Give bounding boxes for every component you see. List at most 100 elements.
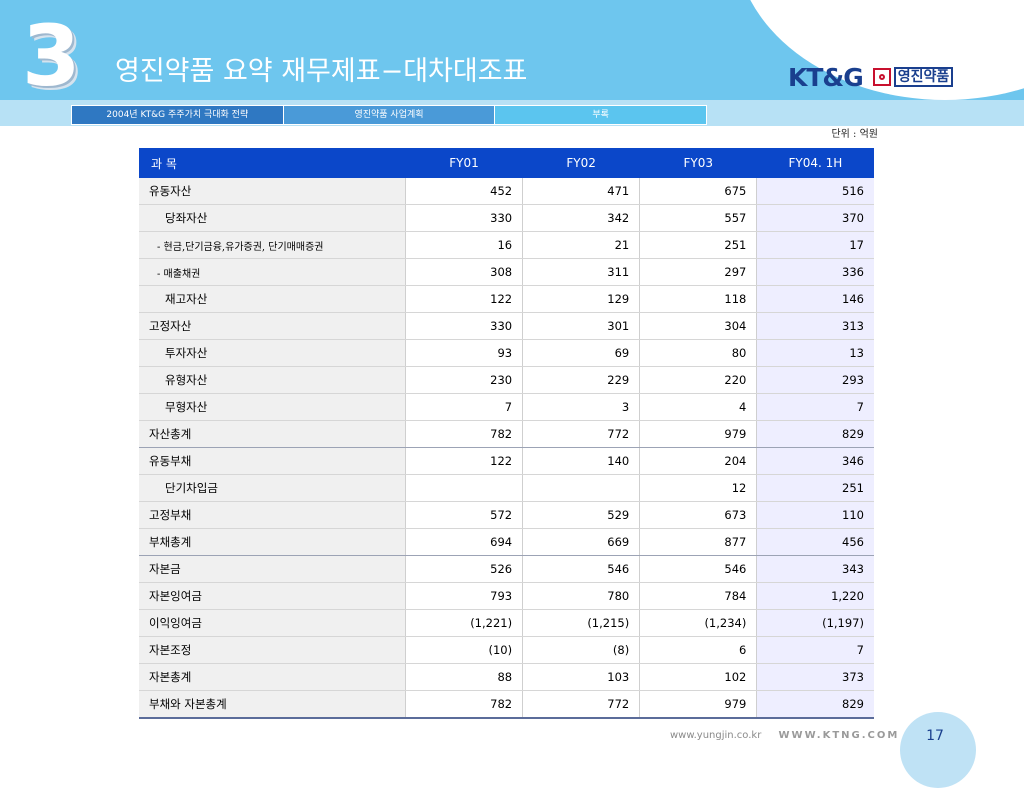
- table-row: 부채총계 694 669 877 456: [139, 528, 874, 556]
- value-cell: 572: [405, 501, 524, 529]
- tab-business-plan[interactable]: 영진약품 사업계획: [283, 106, 496, 124]
- row-label: 무형자산: [139, 393, 406, 421]
- value-cell: 516: [756, 178, 874, 205]
- value-cell: 979: [639, 690, 758, 719]
- row-label: 고정부채: [139, 501, 406, 529]
- value-cell: 4: [639, 393, 758, 421]
- header-fy04-1h: FY04. 1H: [756, 148, 874, 178]
- value-cell: 330: [405, 204, 524, 232]
- value-cell: 16: [405, 231, 524, 259]
- value-cell: 557: [639, 204, 758, 232]
- value-cell: 17: [756, 231, 874, 259]
- row-label: 투자자산: [139, 339, 406, 367]
- value-cell: 3: [522, 393, 641, 421]
- row-label: 유형자산: [139, 366, 406, 394]
- value-cell: 7: [756, 393, 874, 421]
- table-row: 유형자산 230 229 220 293: [139, 366, 874, 394]
- table-row: 무형자산 7 3 4 7: [139, 393, 874, 421]
- row-label: 단기차입금: [139, 474, 406, 502]
- table-row: 자본총계 88 103 102 373: [139, 663, 874, 691]
- value-cell: (1,215): [522, 609, 641, 637]
- value-cell: 370: [756, 204, 874, 232]
- slide-title: 영진약품 요약 재무제표−대차대조표: [115, 56, 528, 87]
- value-cell: 546: [522, 555, 641, 583]
- company-mark-icon: [872, 68, 891, 86]
- table-row: 자본잉여금 793 780 784 1,220: [139, 582, 874, 610]
- value-cell: 784: [639, 582, 758, 610]
- value-cell: 103: [522, 663, 641, 691]
- value-cell: 13: [756, 339, 874, 367]
- table-row: 자본조정 (10) (8) 6 7: [139, 636, 874, 664]
- value-cell: 675: [639, 178, 758, 205]
- value-cell: (8): [522, 636, 641, 664]
- header-fy01: FY01: [405, 148, 523, 178]
- section-number: 3: [22, 7, 81, 105]
- value-cell: 297: [639, 258, 758, 286]
- row-label: 고정자산: [139, 312, 406, 340]
- value-cell: 220: [639, 366, 758, 394]
- value-cell: 772: [522, 690, 641, 719]
- row-label: 자본조정: [139, 636, 406, 664]
- table-row: 투자자산 93 69 80 13: [139, 339, 874, 367]
- value-cell: 529: [522, 501, 641, 529]
- ktg-logo: KT&G 영진약품: [788, 62, 954, 92]
- value-cell: [405, 474, 524, 502]
- footer-url-ktng[interactable]: WWW.KTNG.COM: [778, 730, 900, 741]
- footer: www.yungjin.co.kr WWW.KTNG.COM: [670, 730, 899, 741]
- value-cell: 308: [405, 258, 524, 286]
- value-cell: 293: [756, 366, 874, 394]
- value-cell: 311: [522, 258, 641, 286]
- value-cell: 782: [405, 420, 524, 448]
- row-label: - 현금,단기금융,유가증권, 단기매매증권: [139, 231, 406, 259]
- value-cell: 313: [756, 312, 874, 340]
- value-cell: 301: [522, 312, 641, 340]
- table-row: 자본금 526 546 546 343: [139, 555, 874, 583]
- value-cell: 452: [405, 178, 524, 205]
- value-cell: 772: [522, 420, 641, 448]
- value-cell: 204: [639, 447, 758, 475]
- value-cell: 1,220: [756, 582, 874, 610]
- tab-strategy[interactable]: 2004년 KT&G 주주가치 극대화 전략: [72, 106, 284, 124]
- value-cell: 346: [756, 447, 874, 475]
- table-row: 유동부채 122 140 204 346: [139, 447, 874, 475]
- value-cell: 694: [405, 528, 524, 556]
- tab-appendix[interactable]: 부록: [495, 106, 707, 124]
- footer-url-yungjin[interactable]: www.yungjin.co.kr: [670, 730, 762, 741]
- value-cell: 251: [756, 474, 874, 502]
- value-cell: 69: [522, 339, 641, 367]
- value-cell: (10): [405, 636, 524, 664]
- header-fy02: FY02: [522, 148, 640, 178]
- row-label: - 매출채권: [139, 258, 406, 286]
- value-cell: 673: [639, 501, 758, 529]
- value-cell: 110: [756, 501, 874, 529]
- value-cell: 122: [405, 447, 524, 475]
- table-row: 고정자산 330 301 304 313: [139, 312, 874, 340]
- value-cell: 336: [756, 258, 874, 286]
- header-background: [0, 0, 1024, 100]
- table-row: 유동자산 452 471 675 516: [139, 178, 874, 205]
- balance-sheet-table: 과 목 FY01 FY02 FY03 FY04. 1H 유동자산 452 471 67…: [139, 148, 874, 719]
- value-cell: 146: [756, 285, 874, 313]
- value-cell: 373: [756, 663, 874, 691]
- row-label: 유동부채: [139, 447, 406, 475]
- value-cell: 7: [756, 636, 874, 664]
- value-cell: 669: [522, 528, 641, 556]
- table-row: 고정부채 572 529 673 110: [139, 501, 874, 529]
- value-cell: 129: [522, 285, 641, 313]
- row-label: 당좌자산: [139, 204, 406, 232]
- table-row: 부채와 자본총계 782 772 979 829: [139, 690, 874, 719]
- value-cell: 229: [522, 366, 641, 394]
- value-cell: (1,197): [756, 609, 874, 637]
- unit-label: 단위 : 억원: [831, 129, 878, 140]
- header-fy03: FY03: [639, 148, 757, 178]
- value-cell: (1,221): [405, 609, 524, 637]
- header-item: 과 목: [139, 148, 406, 178]
- table-row: 단기차입금 12 251: [139, 474, 874, 502]
- table-row: - 매출채권 308 311 297 336: [139, 258, 874, 286]
- value-cell: (1,234): [639, 609, 758, 637]
- value-cell: 979: [639, 420, 758, 448]
- row-label: 부채와 자본총계: [139, 690, 406, 719]
- value-cell: 780: [522, 582, 641, 610]
- value-cell: 21: [522, 231, 641, 259]
- ktg-logo-text: KT&G: [788, 62, 864, 92]
